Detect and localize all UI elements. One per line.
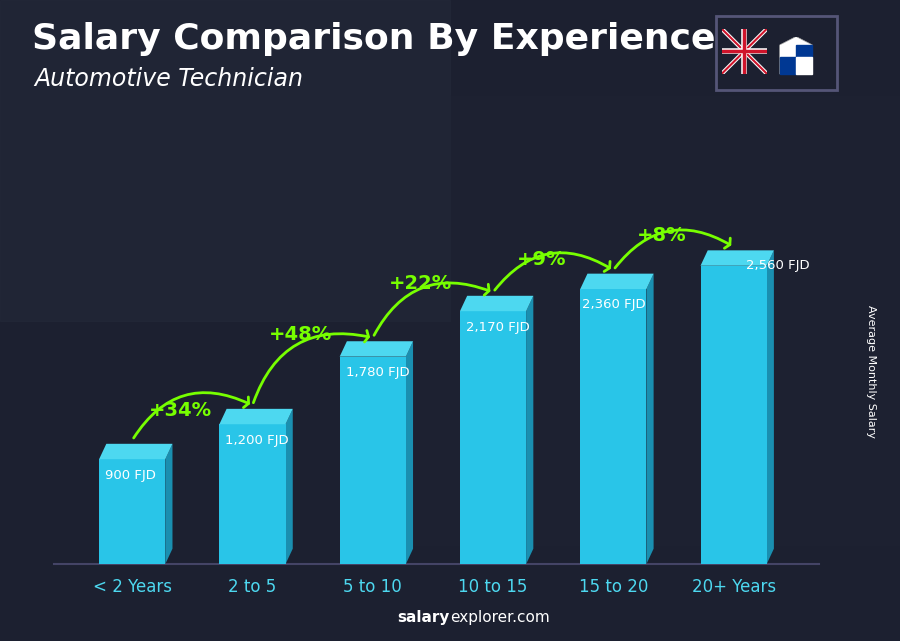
Polygon shape [580, 289, 646, 564]
Bar [0, 0, 450, 320]
Polygon shape [339, 356, 406, 564]
Bar [360, 96, 900, 545]
Polygon shape [99, 459, 166, 564]
Polygon shape [646, 274, 653, 564]
Text: 2,560 FJD: 2,560 FJD [745, 259, 809, 272]
Polygon shape [580, 274, 653, 289]
Polygon shape [339, 341, 413, 356]
Text: +9%: +9% [517, 250, 566, 269]
Polygon shape [166, 444, 173, 564]
Polygon shape [779, 37, 812, 74]
Polygon shape [767, 251, 774, 564]
Polygon shape [285, 409, 292, 564]
Polygon shape [700, 251, 774, 266]
Bar [796, 57, 812, 74]
Bar [779, 45, 796, 58]
Text: 1,200 FJD: 1,200 FJD [225, 433, 289, 447]
Text: Salary Comparison By Experience: Salary Comparison By Experience [32, 22, 715, 56]
Text: 2,170 FJD: 2,170 FJD [466, 320, 530, 333]
Text: 1,780 FJD: 1,780 FJD [346, 366, 410, 379]
Text: Average Monthly Salary: Average Monthly Salary [866, 305, 877, 438]
Polygon shape [220, 409, 292, 424]
Polygon shape [700, 266, 767, 564]
Text: salary: salary [398, 610, 450, 625]
Text: 900 FJD: 900 FJD [105, 469, 156, 481]
Polygon shape [406, 341, 413, 564]
Text: +34%: +34% [148, 401, 211, 420]
Polygon shape [460, 296, 534, 311]
Text: +48%: +48% [269, 325, 332, 344]
Text: 2,360 FJD: 2,360 FJD [581, 298, 645, 312]
Text: +8%: +8% [636, 226, 686, 245]
Polygon shape [220, 424, 285, 564]
Polygon shape [526, 296, 534, 564]
Polygon shape [460, 311, 526, 564]
Polygon shape [99, 444, 173, 459]
Bar [779, 57, 796, 74]
Bar [796, 45, 812, 58]
Text: explorer.com: explorer.com [450, 610, 550, 625]
Text: +22%: +22% [389, 274, 453, 293]
Text: Automotive Technician: Automotive Technician [34, 67, 303, 91]
